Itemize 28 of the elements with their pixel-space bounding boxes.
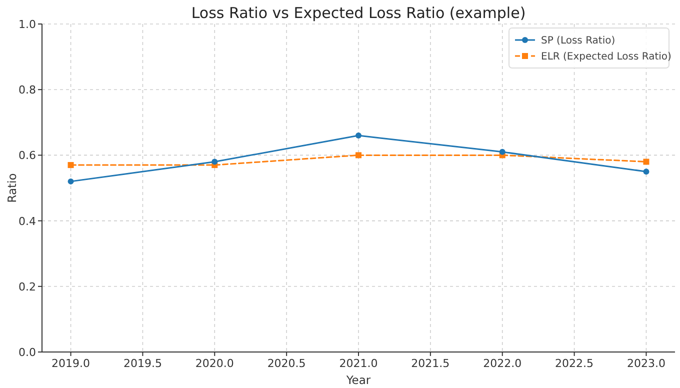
point	[356, 152, 362, 158]
x-tick-label: 2019.5	[123, 357, 162, 370]
y-tick-label: 0.2	[18, 280, 36, 294]
legend-label: ELR (Expected Loss Ratio)	[541, 52, 672, 62]
x-tick-label: 2020.0	[195, 357, 234, 370]
x-tick-label: 2021.5	[411, 357, 450, 370]
point	[212, 158, 218, 165]
point	[499, 148, 506, 155]
x-tick-label: 2022.0	[483, 357, 522, 370]
x-tick-label: 2023.0	[626, 357, 666, 370]
point	[68, 162, 74, 168]
chart-title: Loss Ratio vs Expected Loss Ratio (example)	[191, 4, 526, 22]
x-tick-label: 2022.5	[555, 357, 594, 370]
y-tick-label: 0.0	[18, 346, 36, 359]
y-tick-label: 0.8	[18, 84, 36, 97]
point	[68, 178, 74, 184]
x-tick-label: 2019.0	[52, 357, 90, 370]
point	[643, 168, 650, 175]
y-axis-title: Ratio	[5, 173, 19, 203]
x-axis-title: Year	[345, 373, 371, 387]
point	[356, 132, 362, 139]
legend-label: SP (Loss Ratio)	[541, 36, 616, 46]
x-tick-label: 2021.0	[339, 357, 378, 370]
y-tick-label: 0.6	[18, 149, 36, 162]
y-tick-label: 0.4	[18, 214, 36, 228]
x-tick-label: 2020.5	[267, 357, 306, 370]
point	[643, 158, 650, 165]
y-tick-label: 1.0	[18, 18, 36, 31]
